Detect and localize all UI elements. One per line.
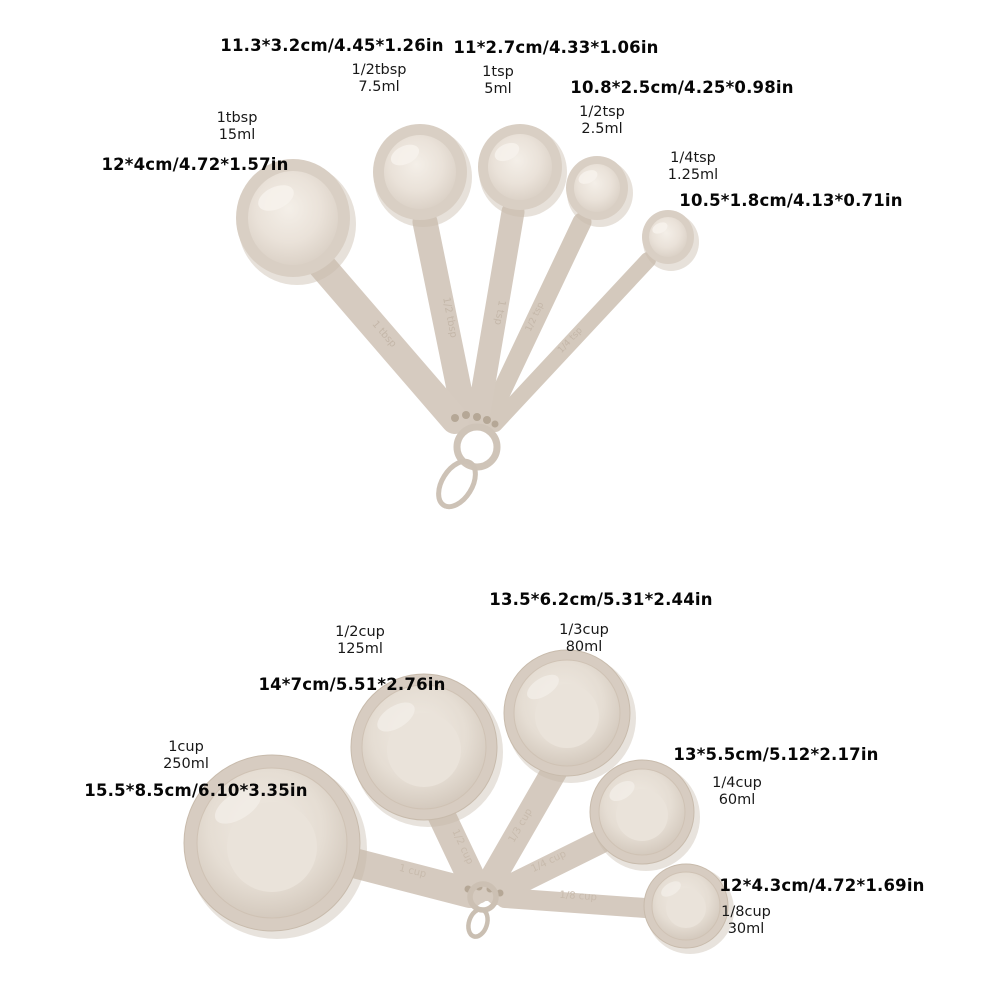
cup-third-cup-size-label: 13.5*6.2cm/5.31*2.44in [489,590,713,609]
spoon-handle [296,238,469,434]
cup-handle [485,830,612,905]
spoon-1tsp: 1 tsp [466,124,567,430]
volume-text: 2.5ml [581,121,623,138]
spoon-half-tsp: 1/2 tsp [478,156,633,430]
volume-text: 30ml [727,921,765,938]
spoon-half-tsp-size-label: 10.8*2.5cm/4.25*0.98in [570,78,794,97]
volume-text: 1.25ml [667,167,719,184]
spoon-hanging-loop [436,458,478,510]
volume-text: 250ml [163,756,209,773]
capacity-text: 1cup [168,739,204,755]
spoon-handle [412,209,478,431]
volume-text: 80ml [565,639,603,656]
capacity-text: 1/8cup [721,904,771,920]
cup-eighth-cup: 1/8 cup [495,863,734,954]
capacity-text: 1/2tsp [579,104,625,120]
cup-third-cup: 1/3 cup [474,649,636,901]
cup-bottom [616,789,668,841]
spoon-half-tbsp-capacity-label: 1/2tbsp 7.5ml [352,62,407,97]
cup-handle [495,888,655,918]
spoon-1tbsp-capacity-label: 1tbsp 15ml [217,110,258,145]
spoon-bowl-inner [488,134,552,200]
highlight [377,702,415,732]
volume-text: 60ml [718,792,756,809]
cup-hanging-loop [466,907,490,939]
spoon-half-tbsp: 1/2 tbsp [373,124,478,431]
highlight [258,185,294,211]
capacity-text: 1/2tbsp [351,62,407,78]
cup-handle [474,757,568,901]
cup-1cup-size-label: 15.5*8.5cm/6.10*3.35in [84,781,308,800]
spoon-quarter-tsp-size-label: 10.5*1.8cm/4.13*0.71in [679,191,903,210]
highlight [578,170,598,184]
spoon-half-tsp-capacity-label: 1/2tsp 2.5ml [579,104,625,139]
volume-text: 125ml [337,641,383,658]
highlight [494,142,520,162]
highlight [390,144,420,166]
highlight [609,780,635,802]
volume-text: 15ml [218,127,256,144]
cup-1cup-capacity-label: 1cup 250ml [163,739,209,774]
capacity-text: 1/4tsp [670,150,716,166]
highlight [214,788,262,824]
cup-half-cup-size-label: 14*7cm/5.51*2.76in [258,675,446,694]
spoon-set: 1/4 tsp 1/2 tsp 1 tsp [236,124,699,510]
spoon-bowl-inner [649,217,687,257]
spoon-ring [453,423,501,471]
handle-engraving: 1 tsp [492,299,507,326]
cup-handle [426,798,491,904]
capacity-text: 1/3cup [559,622,609,638]
spoon-quarter-tsp: 1/4 tsp [487,210,699,432]
cup-bottom [666,888,706,928]
cup-quarter-cup: 1/4 cup [485,759,700,905]
highlight [652,222,668,234]
capacity-text: 1tsp [482,64,514,80]
spoon-handle [487,252,656,432]
cup-bottom [387,713,461,787]
highlight [527,674,559,700]
highlight [661,881,681,897]
cup-third-cup-capacity-label: 1/3cup 80ml [559,622,609,657]
spoon-1tsp-capacity-label: 1tsp 5ml [482,64,514,99]
spoon-bowl-inner [384,135,456,209]
capacity-text: 1/2cup [335,624,385,640]
capacity-text: 1tbsp [216,110,258,126]
spoon-1tbsp: 1 tbsp [236,159,469,434]
spoon-handle-holes [451,411,499,428]
spoon-half-tbsp-size-label: 11.3*3.2cm/4.45*1.26in [220,36,444,55]
spoon-handle [466,200,525,430]
spoon-bowl-inner [248,171,338,265]
cup-half-cup: 1/2 cup [350,673,503,904]
cup-quarter-cup-capacity-label: 1/4cup 60ml [712,775,762,810]
cup-eighth-cup-size-label: 12*4.3cm/4.72*1.69in [719,876,925,895]
spoon-handle [478,212,592,430]
spoon-quarter-tsp-capacity-label: 1/4tsp 1.25ml [668,150,718,185]
volume-text: 7.5ml [358,79,400,96]
cup-quarter-cup-size-label: 13*5.5cm/5.12*2.17in [673,745,879,764]
volume-text: 5ml [484,81,512,98]
cup-half-cup-capacity-label: 1/2cup 125ml [335,624,385,659]
spoon-1tsp-size-label: 11*2.7cm/4.33*1.06in [453,38,659,57]
cup-eighth-cup-capacity-label: 1/8cup 30ml [721,904,771,939]
cup-bottom [535,684,599,748]
cup-1cup: 1 cup [183,754,485,939]
cup-set: 1 cup 1/2 cup 1/3 cup [183,649,734,954]
cup-handle [335,847,485,908]
spoon-bowl-inner [574,164,620,212]
cup-bottom [227,802,317,892]
capacity-text: 1/4cup [712,775,762,791]
handle-engraving: 1/8 cup [559,890,597,904]
spoon-1tbsp-size-label: 12*4cm/4.72*1.57in [101,155,289,174]
